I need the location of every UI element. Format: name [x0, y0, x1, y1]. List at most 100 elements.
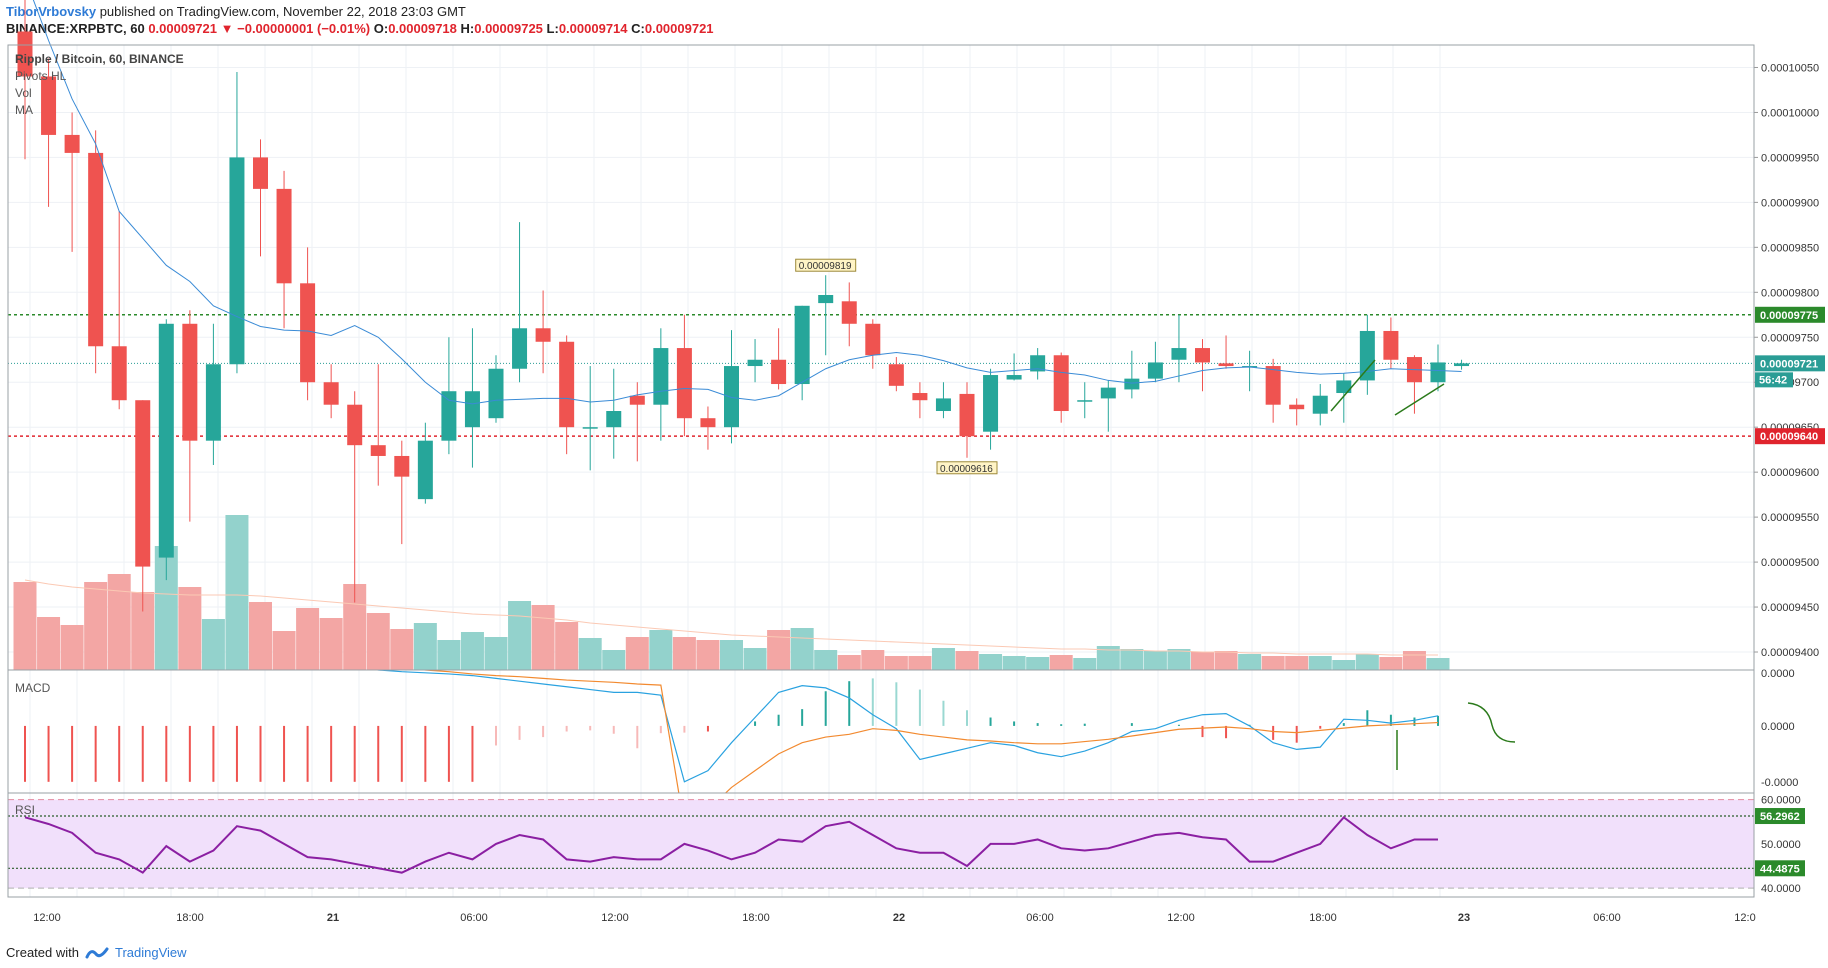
candle-body: [771, 359, 787, 385]
candle-body: [276, 188, 292, 284]
candle-body: [794, 305, 810, 385]
volume-bar: [1261, 656, 1285, 670]
candle-body: [1006, 375, 1022, 380]
candle-body: [1030, 355, 1046, 372]
change-arrow-icon: ▼: [220, 21, 234, 36]
y-axis-tick-label: 0.00009750: [1761, 332, 1819, 344]
candle-body: [1383, 330, 1399, 360]
rsi-study-label[interactable]: RSI: [15, 803, 36, 817]
candle-body: [253, 157, 268, 189]
x-axis-tick-label: 06:00: [460, 912, 488, 924]
rsi-band: [8, 799, 1754, 889]
volume-bar: [555, 622, 579, 670]
y-axis-tick-label: 0.00009600: [1761, 467, 1819, 479]
high-value: 0.00009725: [474, 21, 543, 36]
candle-body: [347, 404, 363, 446]
volume-bar: [1073, 658, 1097, 670]
volume-bar: [413, 623, 437, 670]
volume-bar: [1096, 646, 1120, 670]
candle-body: [959, 393, 975, 437]
symbol-label: BINANCE:XRPBTC, 60: [6, 21, 145, 36]
macd-study-label[interactable]: MACD: [15, 681, 51, 695]
volume-bar: [460, 632, 484, 670]
price-change: −0.00000001 (−0.01%): [237, 21, 371, 36]
volume-bar: [484, 637, 508, 670]
candle-body: [1147, 362, 1163, 379]
candle-body: [888, 364, 904, 386]
pivot-high-label: 0.00009819: [799, 261, 852, 272]
macd-axis-label: 0.0000: [1761, 668, 1795, 680]
y-axis-tick-label: 0.00009500: [1761, 557, 1819, 569]
published-text: published on TradingView.com, November 2…: [99, 4, 466, 19]
y-axis-tick-label: 0.00009850: [1761, 242, 1819, 254]
candle-body: [17, 31, 33, 77]
volume-ma-line: [24, 579, 1438, 656]
tradingview-logo-icon: [85, 947, 109, 958]
volume-bar: [225, 515, 249, 670]
volume-bar: [154, 546, 178, 670]
candle-body: [1336, 380, 1352, 394]
y-axis-tick-label: 0.00009400: [1761, 647, 1819, 659]
volume-bar: [790, 628, 814, 670]
rsi-line: [24, 815, 1438, 874]
candle-body: [865, 323, 881, 356]
rsi-axis-label: 60.0000: [1761, 795, 1801, 807]
author-link[interactable]: TiborVrbovsky: [6, 4, 97, 19]
trend-line-drawing: [1394, 383, 1445, 416]
volume-bar: [1191, 652, 1214, 670]
volume-bar: [390, 629, 414, 670]
support-price-badge-box: [1755, 428, 1825, 445]
publish-line: TiborVrbovsky published on TradingView.c…: [6, 4, 466, 19]
main-series-title[interactable]: Ripple / Bitcoin, 60, BINANCE: [15, 52, 184, 66]
pivot-low-label-box: [936, 461, 998, 475]
close-label: C:: [631, 21, 645, 36]
rsi-axis-label: 40.0000: [1761, 883, 1801, 895]
candle-body: [464, 391, 480, 428]
candle-body: [1312, 395, 1328, 414]
x-axis-tick-label: 06:00: [1026, 912, 1054, 924]
candle-body: [111, 346, 127, 401]
high-label: H:: [460, 21, 475, 36]
candle-body: [488, 368, 504, 419]
countdown-badge-box: [1755, 372, 1793, 388]
countdown-badge: 56:42: [1759, 374, 1787, 386]
volume-bar: [696, 640, 720, 670]
y-axis-tick-label: 0.00009950: [1761, 152, 1819, 164]
candle-body: [512, 328, 528, 369]
candle-body: [323, 382, 339, 405]
rsi-axis-label: 50.0000: [1761, 839, 1801, 851]
candle-body: [182, 323, 198, 441]
volume-bar: [37, 617, 61, 670]
y-axis-tick-label: 0.00010050: [1761, 62, 1819, 74]
candle-body: [935, 398, 951, 412]
candle-body: [158, 323, 174, 558]
volume-study-label[interactable]: Vol: [15, 86, 32, 100]
candle-body: [606, 411, 622, 428]
candle-body: [394, 455, 410, 477]
volume-bar: [578, 638, 602, 670]
volume-bar: [1355, 654, 1379, 670]
pivots-study-label[interactable]: Pivots HL: [15, 69, 67, 83]
macd-line: [373, 670, 1439, 783]
support-price-badge: 0.00009640: [1760, 431, 1818, 443]
macd-axis-label: -0.0000: [1761, 777, 1798, 789]
projection-curve-drawing: [1467, 702, 1516, 743]
volume-bar: [884, 656, 908, 670]
candle-body: [535, 328, 551, 342]
candle-body: [135, 400, 151, 567]
y-axis-tick-label: 0.00010000: [1761, 107, 1819, 119]
tradingview-brand[interactable]: TradingView: [114, 945, 187, 960]
rsi-level-badge: 56.2962: [1760, 811, 1800, 823]
candle-body: [1195, 348, 1210, 363]
ma-study-label[interactable]: MA: [15, 103, 33, 117]
x-axis-tick-label: 06:00: [1593, 912, 1621, 924]
panel-border: [7, 669, 1755, 794]
candle-body: [653, 348, 669, 405]
candle-body: [1100, 387, 1116, 399]
macd-axis-label: 0.0000: [1761, 721, 1795, 733]
volume-bar: [837, 655, 861, 670]
x-axis-tick-label: 21: [327, 912, 339, 924]
resistance-price-badge: 0.00009775: [1760, 310, 1818, 322]
low-label: L:: [546, 21, 559, 36]
